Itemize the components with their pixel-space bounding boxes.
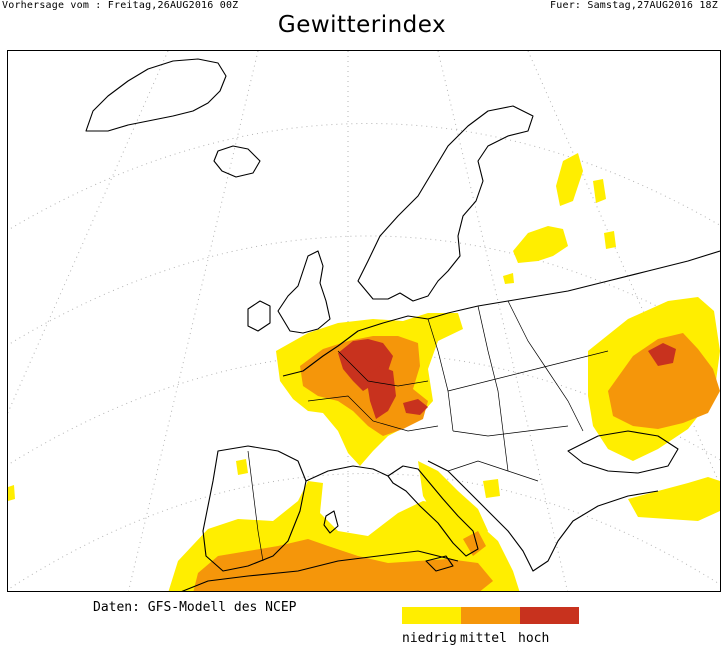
area-russia-low-1 [513, 226, 568, 263]
legend-label-medium: mittel [460, 631, 507, 646]
borders [247, 300, 609, 562]
area-russia-low-2 [556, 153, 583, 206]
area-germany-high [366, 366, 396, 419]
area-italy-medium [463, 531, 486, 556]
index-high-areas [338, 339, 676, 419]
sardinia-coast [323, 510, 339, 534]
latitude-line [8, 353, 720, 466]
black-sea-coast [567, 430, 679, 474]
balkans-coast [427, 460, 659, 572]
area-eastern-medium [608, 333, 720, 429]
forecast-issue-time: Vorhersage vom : Freitag,26AUG2016 00Z [2, 0, 239, 11]
area-russia-low-4 [604, 231, 616, 249]
border [337, 350, 429, 387]
ireland-coast [247, 300, 271, 332]
italy-coast [387, 465, 479, 557]
europe-map [8, 51, 720, 591]
legend-label-high: hoch [518, 631, 550, 646]
forecast-valid-time: Fuer: Samstag,27AUG2016 18Z [550, 0, 718, 11]
area-small-4 [483, 479, 500, 498]
area-small-2 [503, 273, 514, 284]
legend-swatch-high [520, 607, 579, 624]
map-frame [7, 50, 721, 592]
border [477, 305, 509, 472]
border [452, 425, 569, 437]
iberia-coast [202, 445, 307, 572]
legend-swatch-low [402, 607, 461, 624]
latitude-line [8, 473, 720, 591]
greenland-coast [85, 58, 227, 132]
data-source-credit: Daten: GFS-Modell des NCEP [93, 600, 297, 615]
scandinavia-coast [357, 105, 534, 302]
france-south-coast [305, 465, 389, 482]
area-iberia-medium [193, 539, 493, 591]
latitude-line [8, 123, 720, 231]
latitude-line [8, 235, 720, 346]
legend-swatch-medium [461, 607, 520, 624]
border [447, 460, 539, 482]
area-eastern-high [648, 343, 676, 366]
continent-coast [282, 250, 720, 377]
area-russia-low-3 [593, 179, 606, 203]
border [507, 300, 584, 432]
area-italy-low [418, 461, 488, 546]
border [307, 395, 439, 432]
africa-coast [181, 550, 459, 591]
map-title: Gewitterindex [277, 12, 447, 38]
area-small-1 [236, 459, 248, 475]
iceland-coast [213, 145, 261, 178]
border [427, 318, 454, 432]
british-isles-coast [277, 250, 331, 334]
area-small-3 [8, 485, 15, 501]
area-alps-high [403, 399, 428, 415]
border [447, 350, 609, 392]
longitude-line [127, 51, 259, 591]
legend-label-low: niedrig [402, 631, 457, 646]
area-black-sea-low [628, 477, 720, 521]
sicily-coast [425, 555, 454, 572]
border [247, 450, 264, 562]
longitude-line [8, 51, 169, 414]
coastlines [85, 58, 720, 591]
